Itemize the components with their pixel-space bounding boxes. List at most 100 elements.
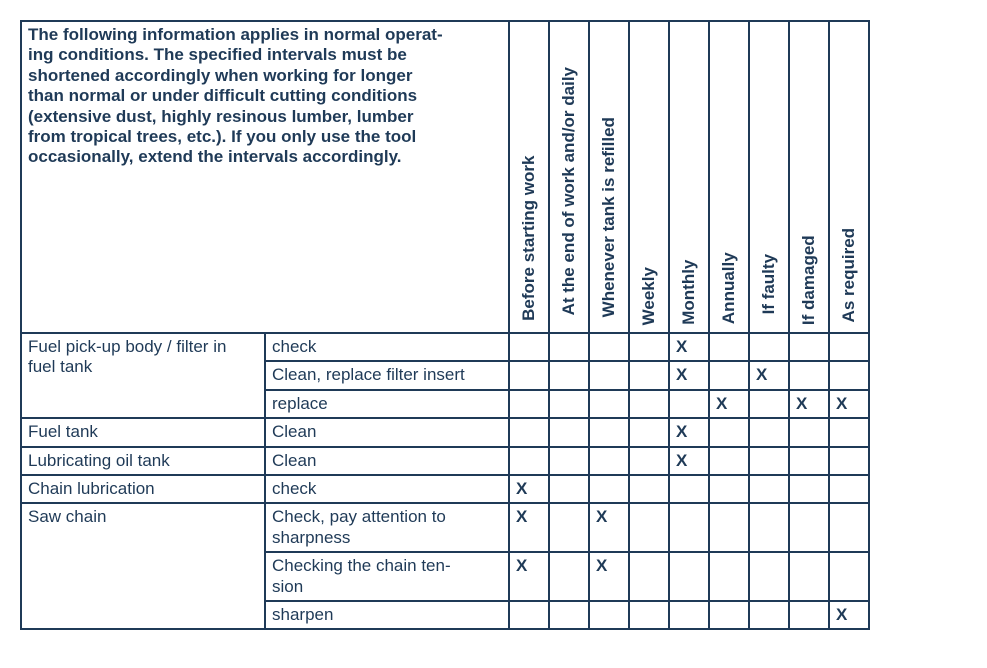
mark-cell [789,475,829,503]
mark-cell [629,475,669,503]
interval-header-label: Weekly [639,267,659,325]
mark-cell [709,333,749,361]
interval-header-7: If damaged [789,21,829,333]
mark-cell [749,390,789,418]
table-row: Saw chainCheck, pay attention to sharpne… [21,503,869,552]
mark-cell [549,361,589,389]
mark-cell [629,601,669,629]
mark-cell [829,552,869,601]
interval-header-label: Before starting work [519,155,539,320]
mark-cell: X [709,390,749,418]
mark-cell [669,390,709,418]
interval-header-label: As required [839,228,859,322]
interval-header-label: If damaged [799,235,819,325]
mark-cell: X [509,503,549,552]
mark-cell [709,447,749,475]
mark-cell [749,552,789,601]
maintenance-table: The following information applies in nor… [20,20,870,630]
mark-cell [749,503,789,552]
interval-header-6: If faulty [749,21,789,333]
mark-cell [629,390,669,418]
mark-cell [629,447,669,475]
mark-cell: X [829,390,869,418]
mark-cell [789,418,829,446]
interval-header-0: Before starting work [509,21,549,333]
mark-cell: X [669,361,709,389]
mark-cell [589,418,629,446]
mark-cell [709,418,749,446]
mark-cell [749,447,789,475]
header-row: The following information applies in nor… [21,21,869,333]
mark-cell [629,418,669,446]
mark-cell [589,601,629,629]
interval-header-1: At the end of work and/or daily [549,21,589,333]
mark-cell [749,418,789,446]
mark-cell [589,475,629,503]
task-cell: Clean, replace filter insert [265,361,509,389]
interval-header-8: As required [829,21,869,333]
mark-cell [829,503,869,552]
interval-header-5: Annually [709,21,749,333]
mark-cell [589,390,629,418]
mark-cell [669,503,709,552]
mark-cell [549,390,589,418]
mark-cell: X [669,447,709,475]
interval-header-label: Annually [719,252,739,324]
component-cell: Chain lubrication [21,475,265,503]
mark-cell: X [669,333,709,361]
mark-cell [509,601,549,629]
mark-cell [749,475,789,503]
interval-header-label: If faulty [759,254,779,314]
mark-cell [509,361,549,389]
mark-cell [629,503,669,552]
mark-cell: X [509,475,549,503]
mark-cell [629,552,669,601]
mark-cell [629,333,669,361]
interval-header-3: Weekly [629,21,669,333]
mark-cell [549,447,589,475]
mark-cell [549,418,589,446]
mark-cell [509,390,549,418]
task-cell: Checking the chain ten- sion [265,552,509,601]
mark-cell [509,333,549,361]
table-body: The following information applies in nor… [21,21,869,629]
mark-cell [709,475,749,503]
task-cell: sharpen [265,601,509,629]
interval-header-label: At the end of work and/or daily [559,67,579,315]
interval-header-4: Monthly [669,21,709,333]
mark-cell [829,475,869,503]
interval-header-label: Monthly [679,260,699,325]
mark-cell [709,552,749,601]
mark-cell [749,601,789,629]
task-cell: check [265,333,509,361]
mark-cell: X [509,552,549,601]
mark-cell [589,333,629,361]
mark-cell [789,333,829,361]
component-cell: Saw chain [21,503,265,629]
mark-cell [749,333,789,361]
mark-cell [549,601,589,629]
mark-cell [709,361,749,389]
task-cell: replace [265,390,509,418]
mark-cell [589,361,629,389]
mark-cell [789,552,829,601]
mark-cell [629,361,669,389]
mark-cell [669,475,709,503]
interval-header-label: Whenever tank is refilled [599,117,619,317]
mark-cell [789,447,829,475]
task-cell: Clean [265,447,509,475]
component-cell: Lubricating oil tank [21,447,265,475]
mark-cell: X [749,361,789,389]
task-cell: check [265,475,509,503]
mark-cell [789,503,829,552]
mark-cell: X [829,601,869,629]
table-row: Fuel tankCleanX [21,418,869,446]
mark-cell [669,601,709,629]
mark-cell [829,361,869,389]
mark-cell [829,418,869,446]
mark-cell [709,503,749,552]
table-row: Fuel pick-up body / filter in fuel tankc… [21,333,869,361]
task-cell: Clean [265,418,509,446]
mark-cell [549,552,589,601]
mark-cell: X [589,503,629,552]
